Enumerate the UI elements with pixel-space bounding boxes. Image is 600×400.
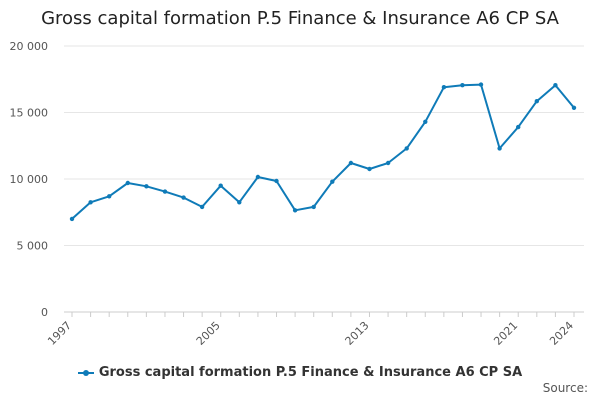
data-point[interactable] [553, 83, 558, 88]
data-point[interactable] [218, 183, 223, 188]
y-tick-label: 0 [41, 306, 48, 319]
axis-layer: 0 5 000 10 000 15 000 20 000 1997 2005 2013 2021… [10, 40, 584, 348]
grid-layer [64, 45, 584, 246]
data-point[interactable] [88, 200, 93, 205]
data-point[interactable] [125, 180, 130, 186]
legend-swatch [77, 366, 94, 380]
data-point[interactable] [571, 105, 577, 111]
x-tick-label: 2005 [194, 319, 223, 348]
y-tick-label: 5 000 [17, 240, 49, 253]
data-point[interactable] [516, 124, 521, 130]
data-point[interactable] [162, 189, 168, 194]
legend-label: Gross capital formation P.5 Finance & In… [98, 365, 523, 380]
data-point[interactable] [460, 83, 465, 88]
x-tick-label: 2021 [491, 319, 520, 348]
data-point[interactable] [404, 146, 409, 151]
series-line [71, 83, 575, 220]
data-point[interactable] [348, 160, 354, 166]
data-point[interactable] [441, 85, 447, 90]
source-label: Source: [542, 381, 588, 395]
y-tick-label: 10 000 [10, 173, 49, 186]
legend: Gross capital formation P.5 Finance & In… [0, 365, 600, 380]
data-point[interactable] [274, 178, 279, 184]
series-layer [69, 82, 577, 222]
x-tick-label: 1997 [45, 319, 74, 348]
data-point[interactable] [497, 146, 502, 151]
y-tick-label: 15 000 [10, 107, 49, 120]
data-point[interactable] [255, 174, 261, 180]
data-point[interactable] [423, 119, 428, 125]
data-point[interactable] [385, 160, 391, 166]
data-point[interactable] [199, 204, 205, 210]
data-point[interactable] [237, 200, 242, 205]
data-point[interactable] [311, 204, 316, 210]
data-point[interactable] [534, 99, 539, 104]
data-point[interactable] [107, 194, 112, 199]
data-point[interactable] [181, 195, 186, 200]
data-point[interactable] [330, 179, 335, 184]
data-point[interactable] [478, 82, 484, 87]
data-point[interactable] [144, 184, 149, 189]
x-tick-label: 2013 [343, 319, 372, 348]
y-tick-label: 20 000 [10, 40, 49, 53]
legend-swatch-dot [82, 369, 89, 376]
data-point[interactable] [367, 166, 372, 172]
data-point[interactable] [69, 216, 75, 222]
chart-title: Gross capital formation P.5 Finance & In… [41, 8, 559, 29]
x-tick-label: 2024 [547, 319, 576, 348]
data-point[interactable] [292, 208, 298, 213]
